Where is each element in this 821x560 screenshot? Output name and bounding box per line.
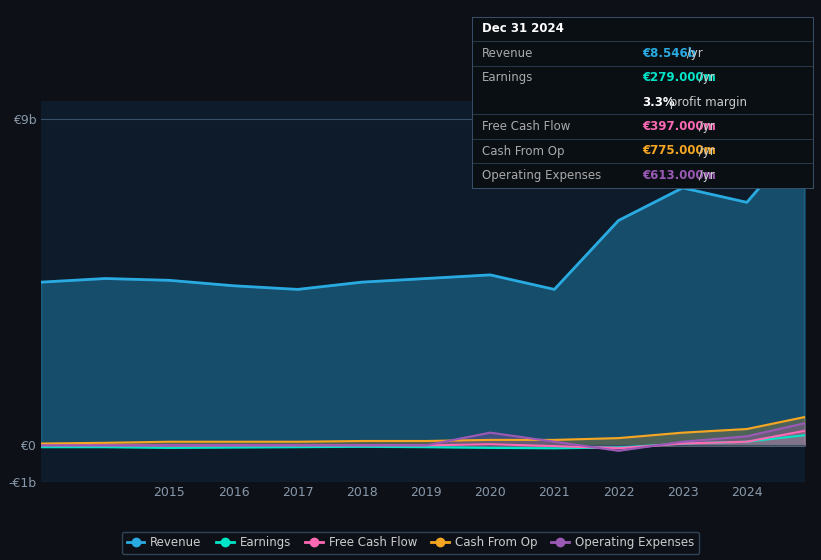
Text: €8.546b: €8.546b: [643, 47, 696, 60]
Text: Free Cash Flow: Free Cash Flow: [482, 120, 571, 133]
Text: Operating Expenses: Operating Expenses: [482, 169, 602, 182]
Text: /yr: /yr: [683, 47, 703, 60]
Text: €613.000m: €613.000m: [643, 169, 716, 182]
Text: Revenue: Revenue: [482, 47, 534, 60]
Legend: Revenue, Earnings, Free Cash Flow, Cash From Op, Operating Expenses: Revenue, Earnings, Free Cash Flow, Cash …: [122, 531, 699, 554]
Text: /yr: /yr: [695, 169, 714, 182]
Text: €397.000m: €397.000m: [643, 120, 716, 133]
Text: /yr: /yr: [695, 144, 714, 157]
Text: /yr: /yr: [695, 120, 714, 133]
Text: €775.000m: €775.000m: [643, 144, 716, 157]
Text: Cash From Op: Cash From Op: [482, 144, 565, 157]
Text: Dec 31 2024: Dec 31 2024: [482, 22, 564, 35]
Text: €279.000m: €279.000m: [643, 71, 716, 85]
Text: /yr: /yr: [695, 71, 714, 85]
Text: 3.3%: 3.3%: [643, 96, 675, 109]
Text: profit margin: profit margin: [666, 96, 746, 109]
Text: Earnings: Earnings: [482, 71, 534, 85]
